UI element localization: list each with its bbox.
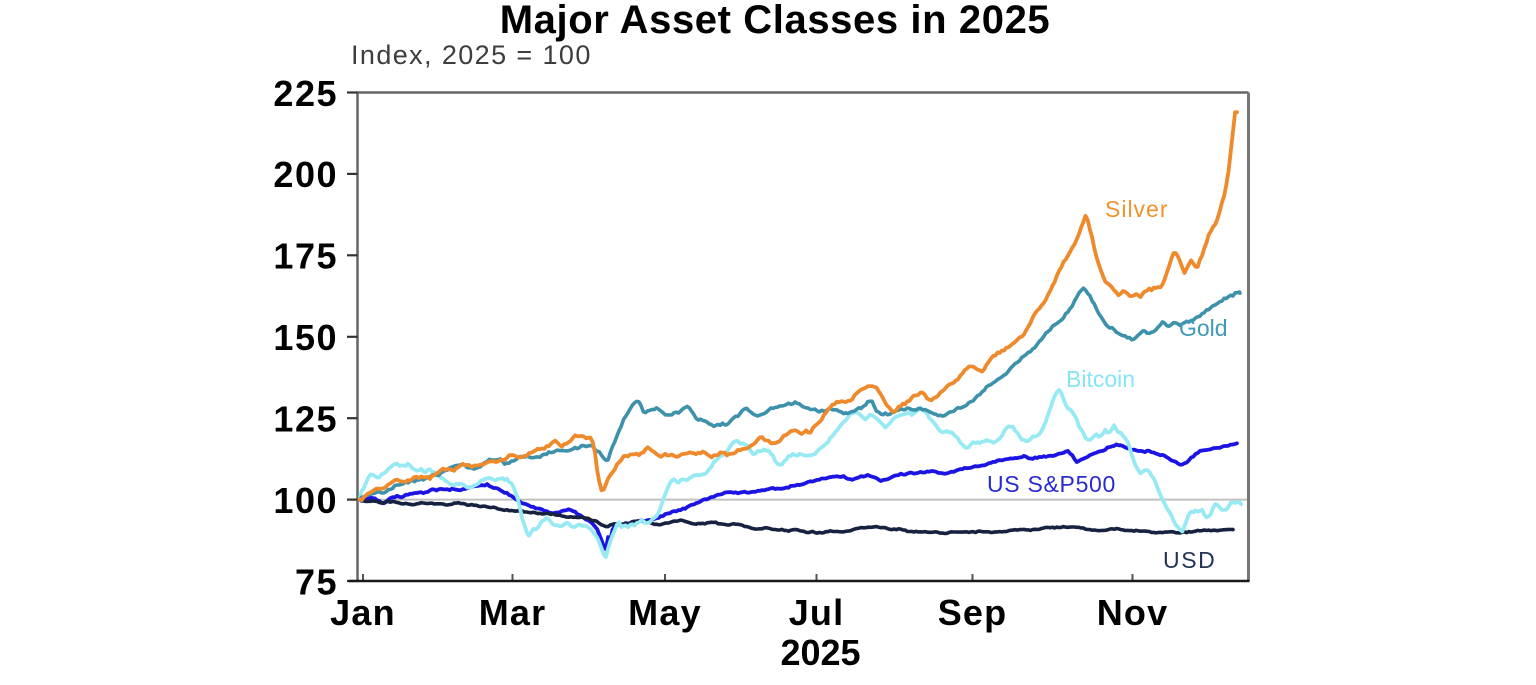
svg-text:75: 75 [295,561,338,602]
svg-text:Jul: Jul [789,592,845,633]
svg-text:Nov: Nov [1097,592,1169,633]
svg-text:150: 150 [273,317,338,358]
svg-text:175: 175 [273,236,338,277]
svg-text:200: 200 [273,154,338,195]
svg-text:100: 100 [273,480,338,521]
svg-text:May: May [628,592,702,633]
svg-text:Index, 2025 = 100: Index, 2025 = 100 [351,40,592,70]
svg-text:Major Asset Classes in 2025: Major Asset Classes in 2025 [500,0,1051,42]
svg-text:Mar: Mar [479,592,547,633]
svg-text:2025: 2025 [780,632,860,673]
svg-text:US S&P500: US S&P500 [987,471,1116,497]
svg-text:225: 225 [273,73,338,114]
svg-text:USD: USD [1163,547,1216,573]
svg-text:Gold: Gold [1179,315,1228,341]
svg-text:125: 125 [273,399,338,440]
svg-text:Sep: Sep [938,592,1008,633]
svg-text:Silver: Silver [1105,196,1169,222]
svg-text:Jan: Jan [330,592,396,633]
svg-text:Bitcoin: Bitcoin [1066,366,1135,392]
